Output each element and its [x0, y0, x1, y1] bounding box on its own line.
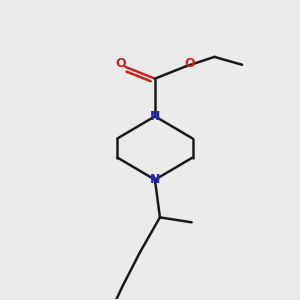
Text: N: N [150, 110, 160, 123]
Text: O: O [115, 57, 126, 70]
Text: N: N [150, 173, 160, 186]
Text: O: O [184, 57, 195, 70]
